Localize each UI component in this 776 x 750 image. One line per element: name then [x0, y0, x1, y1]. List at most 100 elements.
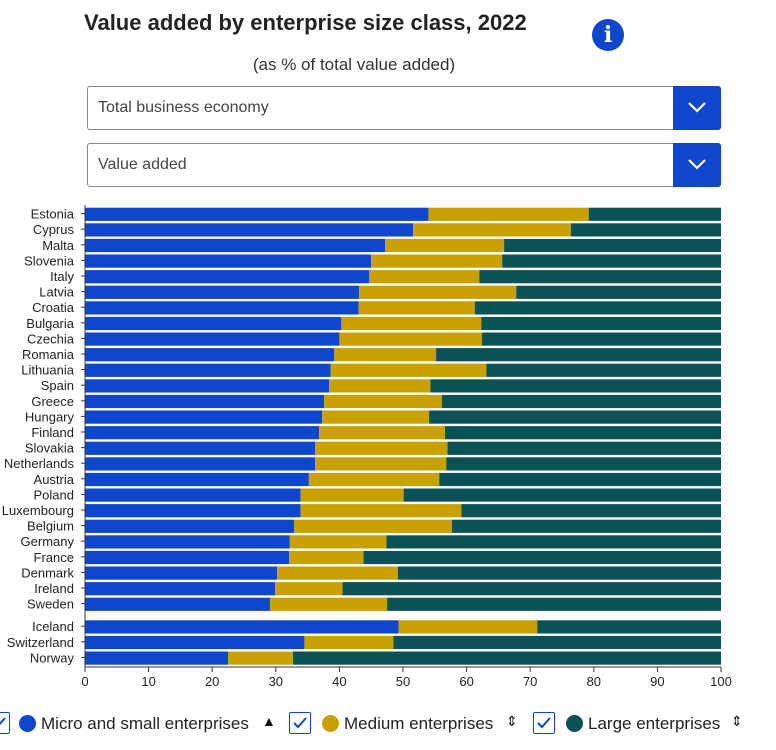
bar-croatia-series-2	[474, 301, 721, 315]
checkbox-checked-icon[interactable]	[289, 712, 311, 734]
sort-both-icon[interactable]: ⇕	[731, 713, 743, 729]
economy-select[interactable]: Total business economy	[87, 86, 721, 130]
category-label: Spain	[41, 378, 74, 393]
bar-italy-series-2	[479, 270, 721, 284]
bar-belgium-series-1	[294, 519, 452, 533]
bar-iceland-series-2	[537, 620, 721, 634]
bar-austria-series-2	[439, 472, 721, 487]
category-label: Greece	[31, 394, 74, 409]
bar-denmark-series-2	[397, 566, 721, 580]
bar-switzerland-series-0	[85, 635, 305, 650]
bar-norway-series-1	[228, 651, 293, 665]
economy-select-value: Total business economy	[98, 99, 269, 116]
bar-iceland-series-1	[398, 620, 538, 634]
bar-czechia-series-1	[339, 332, 482, 346]
chart-header: Value added by enterprise size class, 20…	[0, 10, 776, 51]
legend-label-large: Large enterprises	[588, 714, 721, 733]
indicator-select-value: Value added	[98, 156, 187, 173]
bar-greece-series-2	[441, 394, 721, 409]
x-tick-label: 80	[587, 674, 601, 689]
bar-germany-series-1	[289, 535, 387, 549]
category-label: Cyprus	[33, 222, 75, 237]
sort-both-icon[interactable]: ⇕	[506, 713, 518, 729]
bar-belgium-series-2	[451, 519, 721, 533]
bar-greece-series-1	[324, 394, 442, 409]
bar-spain-series-2	[430, 379, 721, 393]
bar-bulgaria-series-1	[341, 316, 482, 331]
category-label: Lithuania	[21, 363, 75, 378]
indicator-select[interactable]: Value added	[87, 143, 721, 187]
category-label: Slovenia	[24, 253, 75, 268]
bar-romania-series-1	[334, 348, 437, 362]
bar-belgium-series-0	[85, 519, 295, 533]
bar-hungary-series-2	[429, 410, 721, 424]
info-icon[interactable]: i	[592, 19, 624, 51]
triangle-up-icon[interactable]: ▲	[262, 713, 276, 729]
bar-sweden-series-1	[270, 597, 388, 611]
bar-austria-series-0	[85, 472, 309, 487]
bar-slovenia-series-0	[85, 254, 372, 268]
bar-slovenia-series-1	[371, 254, 503, 268]
bar-denmark-series-0	[85, 566, 278, 580]
bar-bulgaria-series-0	[85, 316, 342, 331]
category-label: Estonia	[31, 207, 75, 222]
bar-germany-series-0	[85, 535, 290, 549]
bar-sweden-series-0	[85, 597, 271, 611]
bar-latvia-series-1	[359, 285, 517, 299]
bar-finland-series-1	[319, 426, 445, 440]
bar-hungary-series-1	[322, 410, 430, 424]
x-tick-label: 20	[205, 674, 219, 689]
category-label: France	[34, 550, 74, 565]
bar-malta-series-0	[85, 238, 386, 253]
category-label: Netherlands	[4, 456, 75, 471]
bar-finland-series-2	[444, 426, 721, 440]
bar-romania-series-0	[85, 348, 335, 362]
indicator-select-toggle[interactable]	[673, 143, 721, 187]
stacked-bar-chart: EstoniaCyprusMaltaSloveniaItalyLatviaCro…	[2, 205, 732, 689]
bar-finland-series-0	[85, 426, 320, 440]
bar-ireland-series-0	[85, 582, 276, 596]
chevron-down-icon	[688, 102, 706, 113]
bar-slovenia-series-2	[502, 254, 721, 268]
bar-latvia-series-0	[85, 285, 360, 299]
economy-select-toggle[interactable]	[673, 86, 721, 130]
bar-czechia-series-0	[85, 332, 340, 346]
checkbox-checked-icon[interactable]	[0, 712, 10, 734]
checkbox-checked-icon[interactable]	[533, 712, 555, 734]
x-tick-label: 40	[332, 674, 346, 689]
category-label: Norway	[30, 650, 75, 665]
category-label: Latvia	[39, 285, 74, 300]
x-tick-label: 90	[650, 674, 664, 689]
bar-ireland-series-2	[342, 582, 721, 596]
legend-swatch-large	[566, 715, 583, 732]
legend-label-medium: Medium enterprises	[344, 714, 494, 733]
bar-croatia-series-1	[358, 301, 475, 315]
bar-luxembourg-series-0	[85, 504, 301, 518]
category-label: Sweden	[27, 597, 74, 612]
bar-lithuania-series-2	[486, 363, 721, 377]
bar-latvia-series-2	[516, 285, 721, 299]
bar-luxembourg-series-1	[300, 504, 462, 518]
bar-netherlands-series-2	[446, 457, 721, 471]
bar-romania-series-2	[436, 348, 721, 362]
bar-netherlands-series-0	[85, 457, 316, 471]
bar-austria-series-1	[308, 472, 440, 487]
bar-lithuania-series-0	[85, 363, 331, 377]
bar-luxembourg-series-2	[461, 504, 721, 518]
category-label: Ireland	[34, 581, 74, 596]
category-label: Belgium	[27, 519, 74, 534]
bar-iceland-series-0	[85, 620, 399, 634]
bar-spain-series-1	[329, 379, 431, 393]
legend-swatch-micro-small	[19, 715, 36, 732]
bar-spain-series-0	[85, 379, 330, 393]
bar-switzerland-series-1	[304, 635, 394, 650]
bar-hungary-series-0	[85, 410, 323, 424]
bar-bulgaria-series-2	[481, 316, 721, 331]
bar-italy-series-1	[369, 270, 480, 284]
category-label: Hungary	[25, 409, 75, 424]
category-label: Switzerland	[7, 635, 74, 650]
x-tick-label: 30	[269, 674, 283, 689]
category-label: Croatia	[32, 300, 75, 315]
bar-estonia-series-1	[428, 207, 589, 221]
bar-denmark-series-1	[277, 566, 398, 580]
